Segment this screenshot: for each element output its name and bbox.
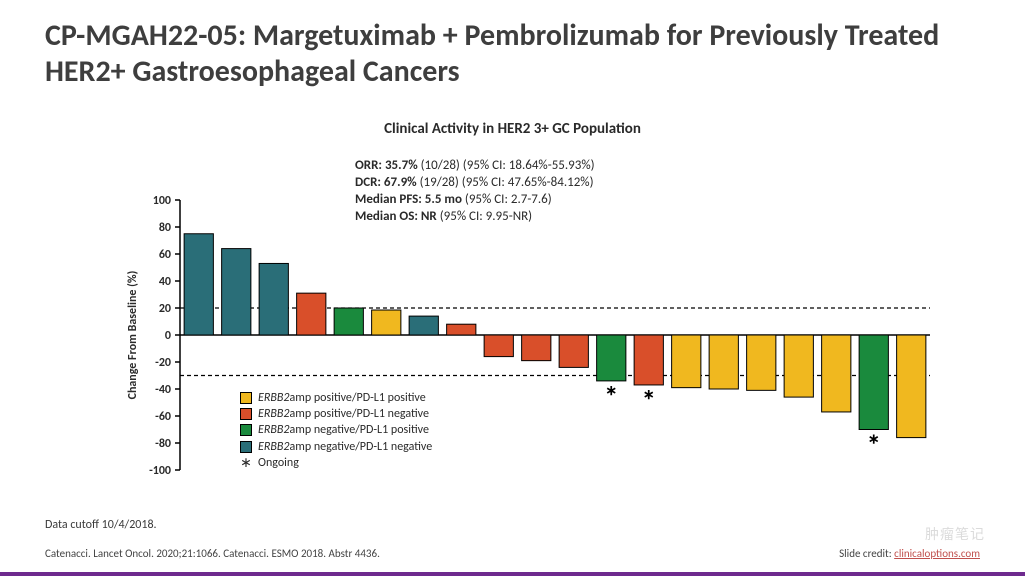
references: Catenacci. Lancet Oncol. 2020;21:1066. C…	[45, 547, 380, 560]
bar	[747, 335, 776, 390]
svg-text:-100: -100	[149, 464, 171, 478]
stat-dcr: DCR: 67.9% (19/28) (95% CI: 47.65%-84.12…	[355, 175, 595, 192]
bar	[222, 249, 251, 335]
bar	[522, 335, 551, 361]
svg-text:40: 40	[159, 275, 171, 289]
bar	[559, 335, 588, 367]
slide-subtitle: Clinical Activity in HER2 3+ GC Populati…	[0, 120, 1025, 138]
svg-text:-40: -40	[155, 383, 171, 397]
bar	[372, 310, 401, 335]
bar	[784, 335, 813, 397]
svg-text:∗: ∗	[643, 386, 655, 403]
legend-row-nn: ERBB2amp negative/PD-L1 negative	[240, 439, 432, 455]
bar	[597, 335, 626, 381]
legend-row-np: ERBB2amp negative/PD-L1 positive	[240, 422, 432, 438]
svg-text:∗: ∗	[605, 382, 617, 399]
slide-title: CP-MGAH22-05: Margetuximab + Pembrolizum…	[45, 18, 980, 90]
legend: ERBB2amp positive/PD-L1 positive ERBB2am…	[240, 390, 432, 471]
watermark: 肿瘤笔记	[925, 524, 985, 544]
legend-row-ongoing: ∗Ongoing	[240, 455, 432, 471]
bar	[672, 335, 701, 388]
footnote: Data cutoff 10/4/2018.	[45, 518, 157, 532]
bar	[334, 308, 363, 335]
bar	[447, 324, 476, 335]
svg-text:-80: -80	[155, 437, 171, 451]
bar	[297, 293, 326, 335]
svg-text:20: 20	[159, 302, 171, 316]
bar	[634, 335, 663, 385]
stat-orr: ORR: 35.7% (10/28) (95% CI: 18.64%-55.93…	[355, 158, 595, 175]
svg-text:80: 80	[159, 221, 171, 235]
svg-text:0: 0	[165, 329, 171, 343]
bar	[409, 316, 438, 335]
bar	[259, 263, 288, 335]
bar	[709, 335, 738, 389]
bar	[184, 234, 213, 335]
slide-credit: Slide credit: clinicaloptions.com	[839, 547, 980, 560]
credit-link[interactable]: clinicaloptions.com	[894, 547, 980, 560]
slide: CP-MGAH22-05: Margetuximab + Pembrolizum…	[0, 0, 1025, 576]
bar	[822, 335, 851, 412]
svg-text:∗: ∗	[868, 431, 880, 448]
svg-text:100: 100	[153, 194, 171, 208]
bar	[897, 335, 926, 438]
bar	[859, 335, 888, 430]
svg-text:60: 60	[159, 248, 171, 262]
bar	[484, 335, 513, 357]
svg-text:-60: -60	[155, 410, 171, 424]
svg-text:Change From Baseline (%): Change From Baseline (%)	[126, 271, 140, 400]
svg-text:-20: -20	[155, 356, 171, 370]
legend-row-pp: ERBB2amp positive/PD-L1 positive	[240, 390, 432, 406]
legend-row-pn: ERBB2amp positive/PD-L1 negative	[240, 406, 432, 422]
